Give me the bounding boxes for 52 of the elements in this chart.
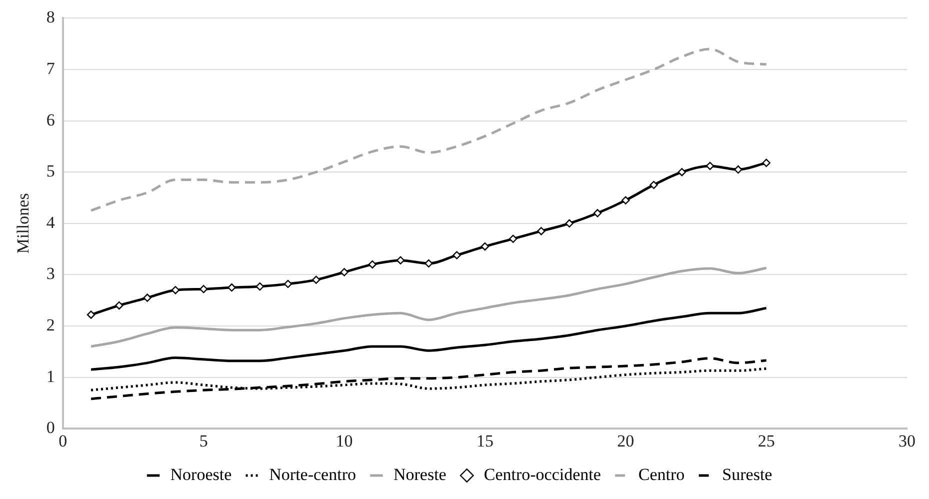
point <box>171 286 180 294</box>
line-series <box>90 306 768 371</box>
y-tick-label: 8 <box>46 8 55 27</box>
point <box>678 168 686 176</box>
y-tick-label: 0 <box>46 418 55 438</box>
point <box>256 282 264 291</box>
y-tick-label: 4 <box>46 212 56 232</box>
y-axis-title: Millones <box>14 193 33 254</box>
legend-label: Norte-centro <box>269 464 356 484</box>
point <box>199 284 208 294</box>
y-tick-label: 3 <box>46 264 55 284</box>
legend-label: Noroeste <box>170 464 232 484</box>
point <box>368 260 377 269</box>
point <box>284 280 292 288</box>
point <box>312 276 320 284</box>
point <box>622 196 630 204</box>
legend-label: Centro <box>638 464 685 484</box>
x-tick-label: 20 <box>617 431 634 450</box>
point <box>424 259 433 268</box>
point <box>228 283 236 292</box>
line-series <box>90 266 768 348</box>
point <box>115 301 124 310</box>
point <box>762 158 770 167</box>
point <box>508 234 518 243</box>
point <box>340 268 348 276</box>
point <box>480 242 490 251</box>
y-tick-label: 7 <box>46 58 56 78</box>
point <box>143 294 152 302</box>
legend-label: Sureste <box>722 464 772 484</box>
x-tick-label: 0 <box>58 431 68 450</box>
legend-label: Centro-occidente <box>484 464 601 484</box>
y-tick-label: 1 <box>46 366 55 386</box>
point <box>565 219 574 228</box>
point <box>86 310 96 319</box>
point <box>452 251 461 260</box>
point <box>706 162 714 170</box>
point <box>537 226 546 236</box>
y-tick-label: 6 <box>46 110 55 130</box>
line-series <box>90 357 768 400</box>
legend-label: Noreste <box>393 464 446 484</box>
x-tick-label: 10 <box>336 431 353 450</box>
y-tick-label: 5 <box>46 162 55 181</box>
point <box>734 165 742 174</box>
x-tick-label: 30 <box>898 431 916 450</box>
point <box>396 256 405 264</box>
x-tick-label: 25 <box>758 431 775 450</box>
y-tick-label: 2 <box>46 315 55 334</box>
point <box>593 209 602 218</box>
point <box>650 180 658 190</box>
x-tick-label: 15 <box>476 431 494 450</box>
line-series <box>90 48 768 212</box>
x-tick-label: 5 <box>199 431 208 450</box>
